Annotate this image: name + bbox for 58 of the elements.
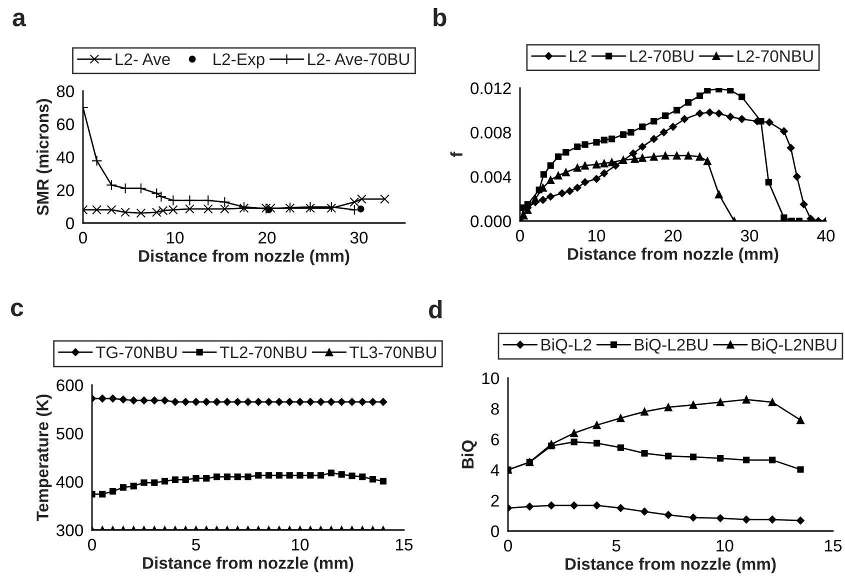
chart-title: a xyxy=(12,12,26,26)
y-tick-label: 0 xyxy=(491,525,500,538)
legend-label: BiQ-L2NBU xyxy=(752,338,836,354)
y-tick-label: 0 xyxy=(66,217,74,230)
x-tick-label: 20 xyxy=(664,230,682,242)
y-axis-title: f xyxy=(450,152,462,157)
x-tick-label: 5 xyxy=(192,538,200,551)
x-tick-label: 30 xyxy=(350,232,368,244)
x-tick-label: 0 xyxy=(516,230,524,242)
legend-label: L2- Ave-70BU xyxy=(308,53,409,66)
y-tick-label: 0.004 xyxy=(470,171,512,183)
x-axis-title: Distance from nozzle (mm) xyxy=(568,248,778,264)
y-tick-label: 400 xyxy=(56,476,84,488)
y-tick-label: 8 xyxy=(491,403,499,415)
y-axis-title: SMR (microns) xyxy=(36,99,52,216)
y-tick-label: 80 xyxy=(56,85,74,98)
x-tick-label: 10 xyxy=(716,540,734,552)
legend-label: L2-70BU xyxy=(630,50,694,62)
x-tick-label: 10 xyxy=(167,232,184,244)
legend-label: BiQ-L2 xyxy=(542,338,592,354)
y-tick-label: 0.012 xyxy=(470,82,511,94)
y-axis-title: BiQ xyxy=(461,440,477,468)
y-tick-label: 4 xyxy=(490,464,500,476)
y-tick-label: 40 xyxy=(56,151,74,164)
y-tick-label: 20 xyxy=(56,184,74,196)
y-tick-label: 10 xyxy=(482,372,500,384)
x-tick-label: 40 xyxy=(817,230,835,242)
legend-label: L2- Ave xyxy=(116,53,170,66)
y-tick-label: 300 xyxy=(56,524,84,536)
legend-label: TL2-70NBU xyxy=(220,346,306,358)
x-tick-label: 15 xyxy=(396,538,413,551)
y-axis-title: Temperature (K) xyxy=(36,394,52,522)
chart-title: c xyxy=(10,302,24,316)
y-tick-label: 2 xyxy=(491,494,499,506)
legend-label: TL3-70NBU xyxy=(350,346,436,358)
x-axis-title: Distance from nozzle (mm) xyxy=(143,556,354,572)
y-tick-label: 0.000 xyxy=(470,215,512,228)
x-tick-label: 30 xyxy=(740,230,758,242)
chart-title: d xyxy=(429,300,442,318)
x-tick-label: 20 xyxy=(258,232,276,244)
y-tick-label: 0.008 xyxy=(470,126,511,139)
legend-label: L2-Exp xyxy=(214,53,264,68)
legend-label: L2-70NBU xyxy=(738,50,813,62)
legend-label: TG-70NBU xyxy=(96,346,177,358)
chart-title: b xyxy=(434,8,446,26)
y-tick-label: 600 xyxy=(56,379,84,392)
y-tick-label: 6 xyxy=(491,434,499,446)
legend-label: BiQ-L2BU xyxy=(635,338,708,354)
x-axis-title: Distance from nozzle (mm) xyxy=(139,250,350,266)
x-tick-label: 0 xyxy=(88,538,96,551)
y-tick-label: 60 xyxy=(56,118,74,130)
y-tick-label: 500 xyxy=(56,428,84,440)
x-tick-label: 5 xyxy=(612,540,620,552)
x-tick-label: 15 xyxy=(825,540,842,552)
x-tick-label: 10 xyxy=(588,230,606,242)
x-axis-title: Distance from nozzle (mm) xyxy=(566,558,776,574)
x-tick-label: 10 xyxy=(292,538,309,551)
legend-label: L2 xyxy=(570,50,586,62)
